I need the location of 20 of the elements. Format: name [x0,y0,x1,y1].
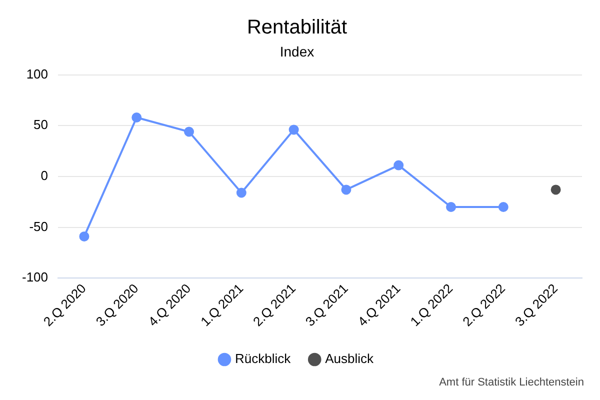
y-tick-label: -100 [22,270,48,285]
point [341,184,352,195]
point [288,124,299,135]
text: Amt für Statistik Liechtenstein [439,376,584,389]
y-tick-label: 50 [34,117,48,132]
point [394,160,404,170]
chart-subtitle: Index [280,43,314,60]
point [550,184,561,195]
legend-label: Rückblick [234,351,292,366]
point [236,188,246,198]
point [446,202,456,212]
point [132,112,142,123]
y-tick-label: 100 [26,66,48,82]
y-tick-label: 0 [40,168,48,184]
legend-label: Ausblick [325,351,374,366]
chart-title: Rentabilität [246,16,348,39]
point [79,231,90,242]
y-tick-label: -50 [29,218,48,234]
point [184,126,194,137]
point [498,202,508,212]
